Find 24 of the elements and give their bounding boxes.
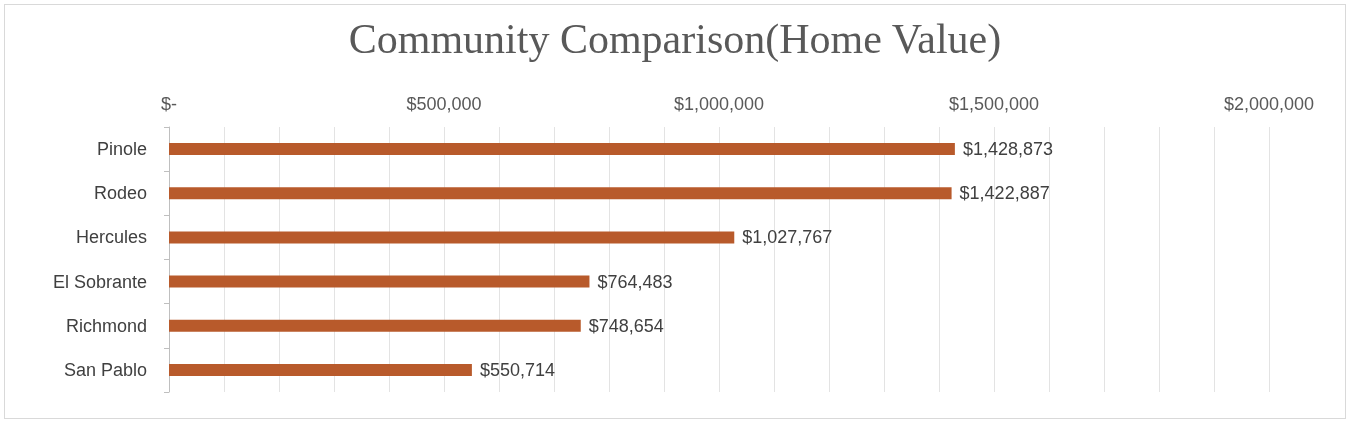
data-label: $764,483 [597,271,673,292]
bar [169,143,955,156]
y-tick-label: Rodeo [93,183,147,204]
x-tick-label: $- [160,94,178,114]
bar [169,187,952,200]
data-label: $1,428,873 [962,139,1053,160]
bar [169,275,590,288]
data-label: $1,027,767 [742,227,833,248]
bar [169,231,735,244]
chart-title: Community Comparison(Home Value) [348,16,1002,63]
data-label: $748,654 [588,315,664,336]
y-tick-label: Richmond [65,315,147,336]
bar [169,319,581,332]
y-tick-label: Hercules [75,227,147,248]
x-tick-label: $2,000,000 [1223,94,1315,114]
y-tick-label: San Pablo [63,359,147,380]
x-tick-label: $1,000,000 [673,94,765,114]
x-tick-label: $1,500,000 [948,94,1040,114]
y-tick-label: El Sobrante [52,271,147,292]
data-label: $1,422,887 [959,183,1050,204]
bar [169,363,472,376]
x-tick-label: $500,000 [406,94,482,114]
y-tick-label: Pinole [96,139,147,160]
data-label: $550,714 [479,359,555,380]
